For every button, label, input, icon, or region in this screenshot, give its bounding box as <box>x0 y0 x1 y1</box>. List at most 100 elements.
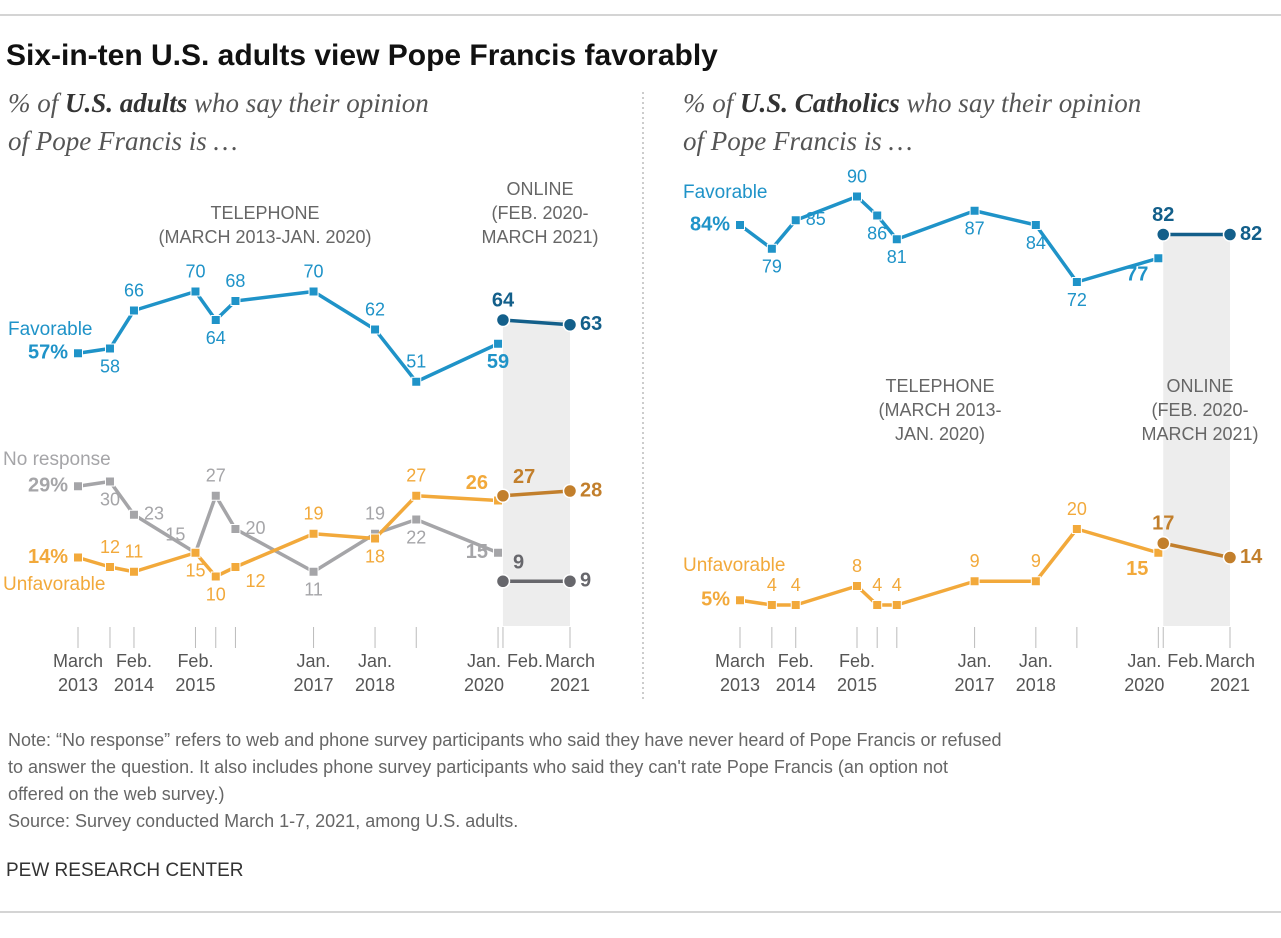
subtitle: % of U.S. adults who say their opinion of… <box>8 84 429 160</box>
x-tick-label: March 2013 <box>714 651 765 695</box>
marker <box>128 566 139 577</box>
marker <box>493 547 504 558</box>
x-tick-label: Jan. 2020 <box>1124 651 1165 695</box>
online-shade <box>1163 234 1230 626</box>
data-label: 68 <box>225 271 245 291</box>
data-label: 4 <box>872 575 882 595</box>
series-line <box>739 527 1159 607</box>
online-note: MARCH 2021) <box>1141 424 1258 444</box>
x-tick-label: Jan. 2017 <box>293 651 334 695</box>
subtitle-part: U.S. Catholics <box>740 88 900 118</box>
marker <box>230 524 241 534</box>
data-label: 85 <box>806 209 826 229</box>
marker <box>872 600 883 610</box>
data-label: 11 <box>125 542 144 562</box>
marker <box>210 571 221 582</box>
marker <box>210 490 221 501</box>
marker <box>190 286 201 297</box>
telephone-note: JAN. 2020) <box>895 424 985 444</box>
note-line: offered on the web survey.) <box>8 784 225 804</box>
data-label: 10 <box>206 584 226 604</box>
marker <box>308 528 319 539</box>
data-label: 59 <box>487 351 509 373</box>
marker <box>370 324 381 335</box>
marker <box>1222 550 1238 565</box>
data-label: 9 <box>970 551 980 571</box>
series-line <box>77 494 499 579</box>
data-label: 4 <box>892 575 902 595</box>
data-label: 17 <box>1152 513 1174 535</box>
x-tick-label: Feb. <box>506 651 543 671</box>
online-note: (FEB. 2020- <box>1151 400 1248 420</box>
data-label: 70 <box>304 261 324 281</box>
marker <box>411 376 422 387</box>
data-label: 82 <box>1152 204 1174 226</box>
marker <box>73 552 83 563</box>
online-note: (FEB. 2020- <box>491 203 588 223</box>
series-name: Favorable <box>683 182 768 203</box>
data-label: 90 <box>847 166 867 186</box>
data-label: 26 <box>466 472 488 494</box>
marker <box>851 191 862 202</box>
marker <box>73 348 83 359</box>
data-label: 64 <box>206 328 226 348</box>
data-label: 27 <box>513 466 535 488</box>
marker <box>735 595 745 606</box>
telephone-note: TELEPHONE <box>210 203 319 223</box>
data-label: 15 <box>1126 558 1148 580</box>
subtitle-part: of Pope Francis is … <box>683 126 913 156</box>
marker <box>210 315 221 325</box>
source: Source: Survey conducted March 1-7, 2021… <box>8 811 519 831</box>
marker <box>411 514 422 525</box>
x-tick-label: Feb. 2014 <box>113 651 154 695</box>
data-label: 5% <box>701 589 730 611</box>
marker <box>1153 253 1164 264</box>
data-label: 64 <box>492 289 515 311</box>
online-shade <box>502 320 570 626</box>
marker <box>308 566 319 577</box>
series-line <box>1162 541 1231 560</box>
data-label: 15 <box>165 525 185 545</box>
marker <box>735 220 745 230</box>
data-label: 79 <box>762 257 782 277</box>
note-line: Note: “No response” refers to web and ph… <box>8 730 1002 750</box>
marker <box>493 338 504 349</box>
marker <box>851 581 862 591</box>
marker <box>230 296 241 306</box>
data-label: 51 <box>406 352 426 372</box>
data-label: 15 <box>466 541 488 563</box>
data-label: 70 <box>185 261 205 281</box>
data-label: 9 <box>1031 551 1041 571</box>
series-name: Favorable <box>8 319 93 340</box>
marker <box>104 343 115 354</box>
series-name: No response <box>3 449 111 470</box>
marker <box>766 600 777 610</box>
telephone-note: (MARCH 2013-JAN. 2020) <box>158 227 371 247</box>
x-tick-label: March 2021 <box>544 651 595 695</box>
data-label: 19 <box>365 504 385 524</box>
subtitle-line: % of U.S. adults who say their opinion <box>8 84 429 122</box>
subtitle-line: % of U.S. Catholics who say their opinio… <box>683 84 1141 122</box>
data-label: 86 <box>867 223 887 243</box>
x-tick-label: March 2021 <box>1204 651 1255 695</box>
data-label: 14 <box>1240 546 1263 568</box>
x-tick-label: Jan. 2018 <box>355 651 396 695</box>
data-label: 84% <box>690 213 730 235</box>
x-tick-label: Jan. 2017 <box>954 651 995 695</box>
online-note: ONLINE <box>506 179 573 199</box>
marker <box>370 533 381 544</box>
x-tick-label: March 2013 <box>52 651 103 695</box>
marker <box>891 234 902 245</box>
data-label: 77 <box>1126 264 1148 286</box>
marker <box>190 547 201 558</box>
marker <box>128 509 139 520</box>
subtitle-line: of Pope Francis is … <box>683 122 1141 160</box>
marker <box>104 562 115 572</box>
data-label: 72 <box>1067 290 1087 310</box>
note-line: to answer the question. It also includes… <box>8 757 948 777</box>
data-label: 14% <box>28 546 68 568</box>
marker <box>128 305 139 316</box>
data-label: 9 <box>580 570 591 592</box>
